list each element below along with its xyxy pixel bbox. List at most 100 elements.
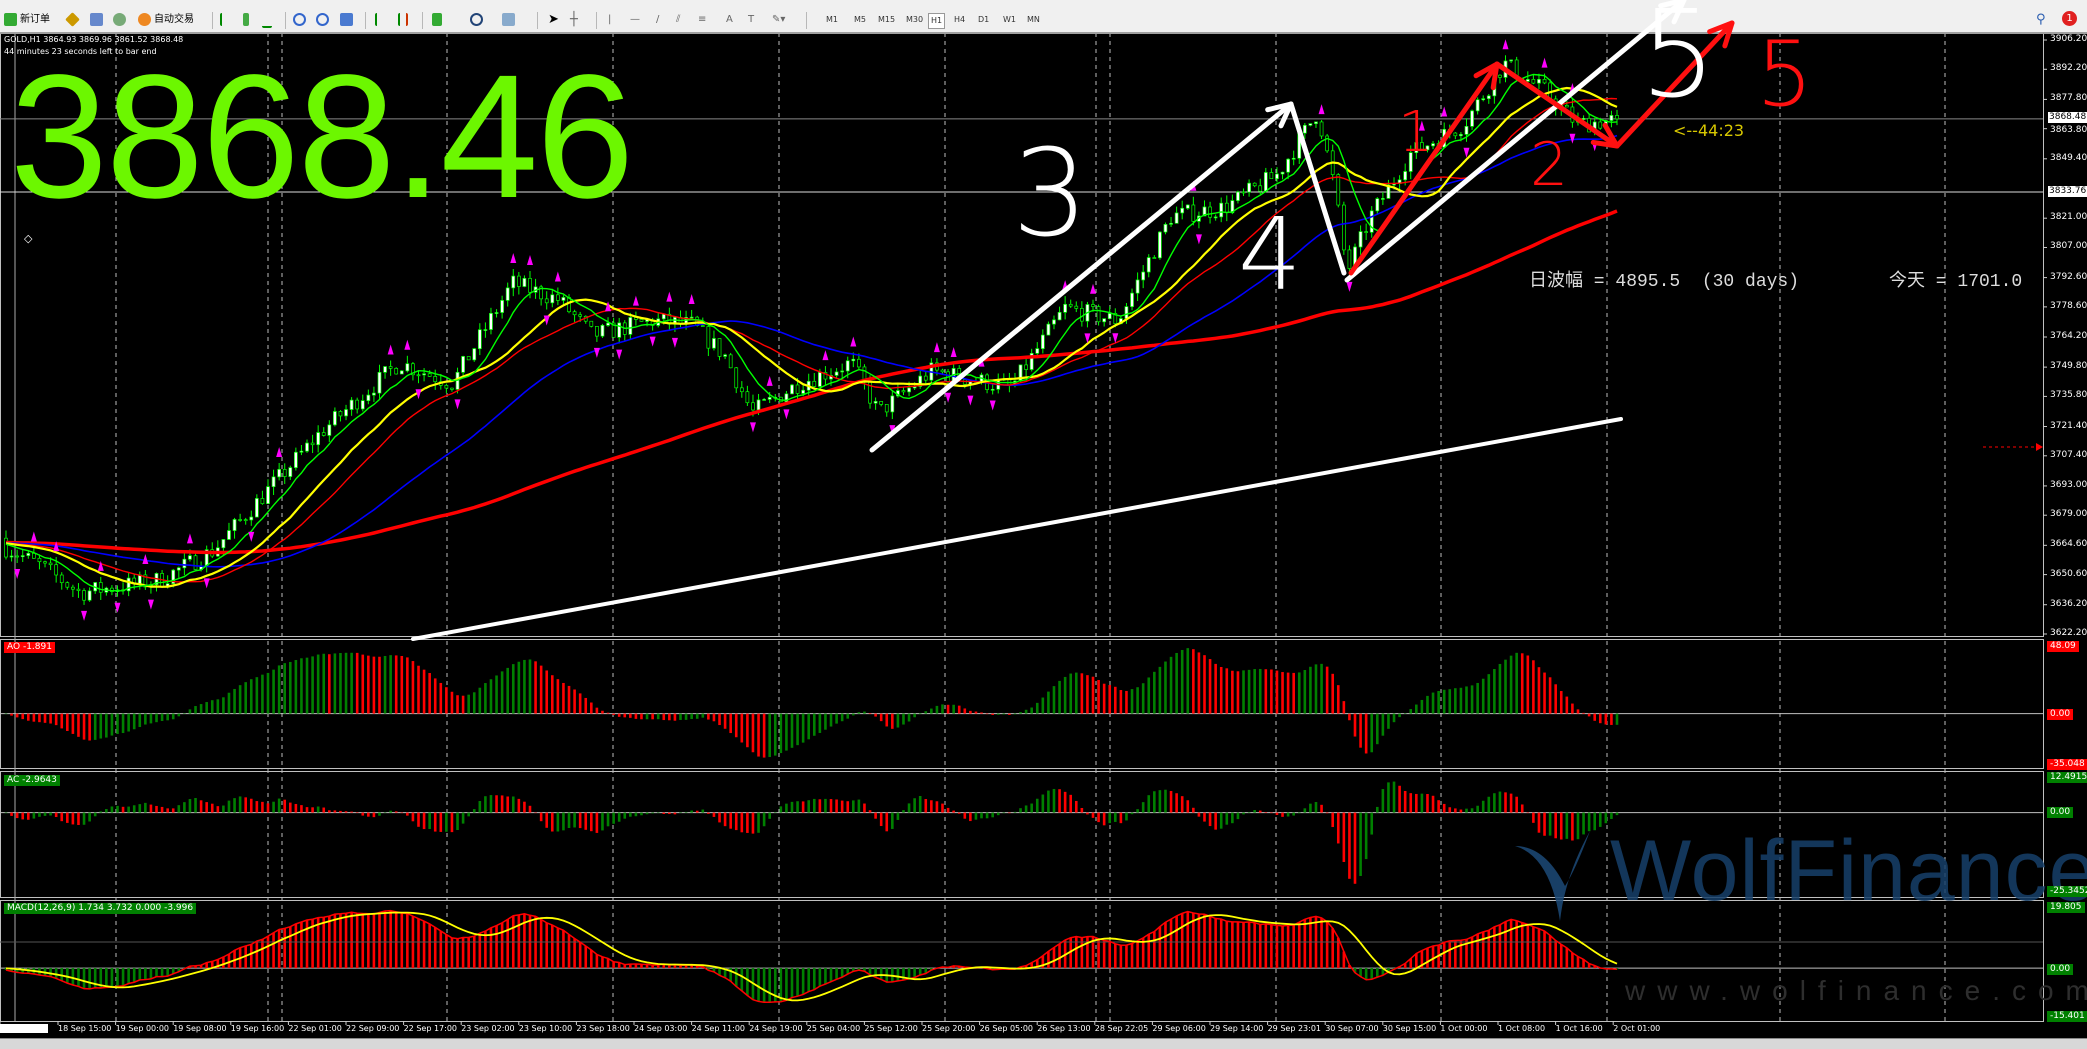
candle-bull [1130,292,1134,307]
tile-windows-icon[interactable] [340,13,353,26]
candle-bull [377,371,382,394]
macd-bar [668,964,671,969]
candle-bear [923,375,928,381]
arrows-icon[interactable]: ✎▾ [772,14,786,25]
signal-icon[interactable] [113,13,126,26]
candlestick-icon[interactable] [243,13,249,26]
auto-trading-icon[interactable] [138,13,151,26]
timeframe-mn[interactable]: MN [1027,15,1040,24]
candle-bear [1024,364,1028,370]
autoscroll-icon[interactable] [375,13,390,26]
horizontal-scrollbar[interactable] [0,1038,2087,1049]
price-axis-label: 3778.60 [2050,300,2087,311]
macd-bar [1431,945,1435,969]
ao-bar [1180,649,1184,714]
timeframe-d1[interactable]: D1 [978,15,990,24]
ac-bar [1325,812,1329,814]
timeframe-w1[interactable]: W1 [1003,15,1016,24]
crosshair-icon[interactable]: ┼ [570,12,578,27]
timeframe-m30[interactable]: M30 [906,15,924,24]
fractal-down-icon [203,578,210,589]
ao-bar [640,713,643,720]
macd-bar [132,968,136,983]
line-chart-icon[interactable] [262,13,272,28]
ao-bar [1192,649,1195,714]
timeframe-h1[interactable]: H1 [928,13,946,29]
timeframe-m5[interactable]: M5 [854,15,866,24]
macd-bar [389,910,392,969]
macd-bar [261,939,264,969]
macd-bar [1136,940,1139,969]
price-axis-label: 3735.80 [2050,390,2087,401]
timeframe-h4[interactable]: H4 [954,15,966,24]
timeframe-m15[interactable]: M15 [878,15,896,24]
chart-shift-icon[interactable] [398,13,408,26]
zoom-in-icon[interactable] [293,13,306,26]
candle-bull [1163,224,1168,233]
ac-bar [562,812,565,831]
ac-bar [155,805,158,813]
navigator-icon[interactable] [90,13,103,26]
text-label-icon[interactable]: T [748,14,755,25]
zoom-out-icon[interactable] [316,13,329,26]
bar-chart-icon[interactable] [220,13,230,26]
ao-bar [796,713,799,746]
candle-bear [1553,98,1558,110]
gold-icon[interactable] [65,12,80,27]
ac-bar [238,796,242,813]
macd-bar [311,919,314,969]
macd-zero-label: 0.00 [2047,964,2074,975]
text-icon[interactable]: A [726,14,733,25]
ac-bar [272,801,275,813]
ac-bar [127,806,130,813]
macd-bar [1498,924,1502,969]
channel-icon[interactable]: ⫽ [676,14,681,25]
ac-bar [1136,809,1139,813]
templates-icon[interactable] [502,13,515,26]
ac-bar [1186,800,1190,813]
notification-badge[interactable]: 1 [2062,11,2077,26]
horizontal-line-icon[interactable]: — [630,14,640,25]
ac-bar [378,812,381,816]
vertical-line-icon[interactable]: | [608,14,612,25]
candle-bear [516,275,521,287]
ac-bar [1102,812,1106,826]
price-axis-label: 3707.40 [2050,449,2087,460]
ac-bar [367,812,370,817]
candle-bull [1358,231,1363,248]
periods-clock-icon[interactable] [470,13,483,26]
new-order-button[interactable]: 新订单 [20,14,50,25]
candle-bear [751,402,755,411]
ao-bar [1130,689,1134,714]
new-order-icon[interactable] [4,13,17,26]
candle-bear [355,399,360,410]
ac-bar [779,806,783,813]
macd-bar [60,968,64,981]
ao-bar [1364,713,1368,754]
ao-bar [656,713,660,720]
ao-bar [49,713,52,724]
ac-bar [863,803,866,813]
macd-bar [1448,940,1452,969]
ao-bar [1047,691,1050,714]
cursor-icon[interactable]: ➤ [548,12,559,27]
trendline-icon[interactable]: / [656,14,660,25]
ac-bar [511,796,515,813]
ac-bar [350,811,353,813]
macd-bar [1114,943,1117,969]
timeframe-m1[interactable]: M1 [826,15,838,24]
indicators-icon[interactable] [432,13,442,26]
ao-bar [1376,713,1379,745]
auto-trading-button[interactable]: 自动交易 [154,14,194,25]
candle-bull [790,384,794,395]
fibonacci-icon[interactable]: ≡ [698,14,707,25]
ao-bar [1320,663,1323,714]
search-icon[interactable]: ⚲ [2036,12,2046,27]
ao-bar [294,660,298,714]
ao-bar [874,713,877,717]
macd-bar [383,910,387,969]
ac-bar [1604,812,1608,824]
ao-bar [1169,656,1173,714]
ao-label: AO -1.891 [4,642,55,653]
ac-bar [328,810,331,813]
